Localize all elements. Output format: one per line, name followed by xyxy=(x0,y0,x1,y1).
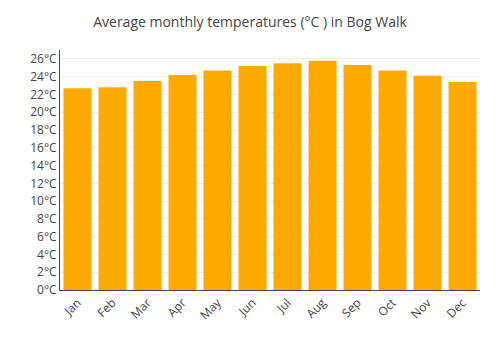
svg-text:Jan: Jan xyxy=(60,294,85,319)
svg-text:Sep: Sep xyxy=(338,294,365,321)
svg-text:Jun: Jun xyxy=(234,294,259,319)
svg-text:Mar: Mar xyxy=(127,294,155,322)
svg-text:Average monthly temperatures (: Average monthly temperatures (°C ) in Bo… xyxy=(93,12,407,31)
svg-text:May: May xyxy=(196,294,225,323)
svg-text:24°C: 24°C xyxy=(30,68,57,85)
svg-text:22°C: 22°C xyxy=(30,86,57,103)
svg-text:Apr: Apr xyxy=(164,294,190,320)
svg-text:18°C: 18°C xyxy=(30,121,57,138)
svg-text:20°C: 20°C xyxy=(30,103,57,120)
svg-text:Aug: Aug xyxy=(302,294,330,322)
svg-text:Jul: Jul xyxy=(272,294,294,316)
svg-text:16°C: 16°C xyxy=(30,139,57,156)
svg-text:2°C: 2°C xyxy=(37,263,57,280)
svg-text:8°C: 8°C xyxy=(37,210,57,227)
svg-text:Dec: Dec xyxy=(443,294,470,321)
svg-text:26°C: 26°C xyxy=(30,50,57,67)
svg-text:12°C: 12°C xyxy=(30,175,57,192)
svg-text:Nov: Nov xyxy=(407,294,435,322)
svg-text:14°C: 14°C xyxy=(30,157,57,174)
svg-text:6°C: 6°C xyxy=(37,228,57,245)
svg-text:0°C: 0°C xyxy=(37,281,57,298)
svg-text:4°C: 4°C xyxy=(37,246,57,263)
svg-text:Oct: Oct xyxy=(374,294,400,320)
svg-text:Feb: Feb xyxy=(93,294,119,320)
svg-text:10°C: 10°C xyxy=(30,192,57,209)
